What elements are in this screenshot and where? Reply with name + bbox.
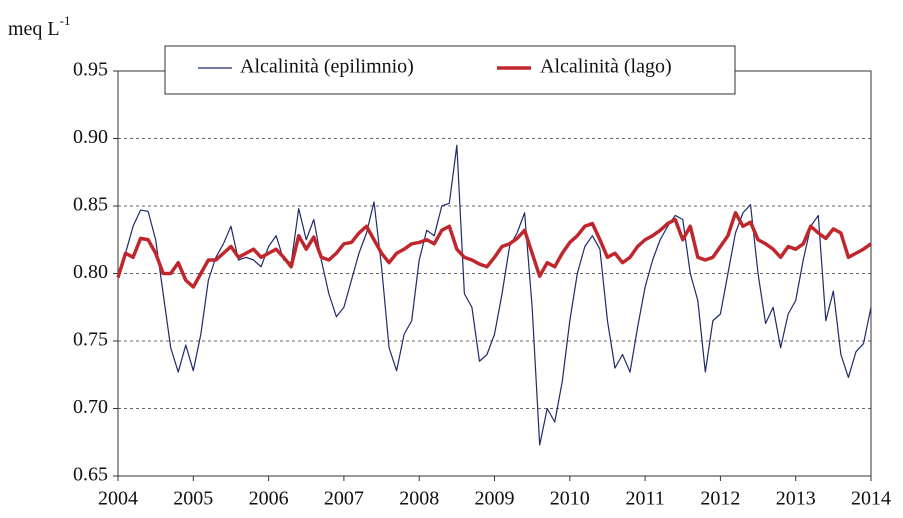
legend-label: Alcalinità (epilimnio) [240, 56, 414, 78]
y-tick-label: 0.80 [73, 261, 108, 283]
x-tick-label: 2005 [173, 488, 213, 510]
y-axis-label: meq L-1 [8, 13, 71, 40]
x-tick-label: 2014 [851, 488, 891, 510]
x-tick-label: 2011 [625, 488, 664, 510]
y-label-superscript: -1 [60, 13, 71, 28]
x-tick-label: 2004 [98, 488, 138, 510]
series-line [117, 144, 872, 446]
y-tick-label: 0.65 [73, 464, 108, 486]
series-line [116, 211, 873, 289]
x-tick-label: 2010 [550, 488, 590, 510]
x-tick-label: 2013 [776, 488, 816, 510]
x-tick-label: 2006 [249, 488, 289, 510]
y-tick-label: 0.75 [73, 329, 108, 351]
y-tick-label: 0.95 [73, 59, 108, 81]
x-tick-label: 2009 [475, 488, 515, 510]
y-tick-label: 0.85 [73, 194, 108, 216]
y-tick-label: 0.90 [73, 126, 108, 148]
legend-box [164, 45, 736, 95]
x-tick-label: 2008 [399, 488, 439, 510]
x-tick-label: 2012 [700, 488, 740, 510]
legend-label: Alcalinità (lago) [540, 56, 672, 78]
y-tick-label: 0.70 [73, 396, 108, 418]
y-label-text: meq L [8, 18, 60, 40]
x-tick-label: 2007 [324, 488, 364, 510]
